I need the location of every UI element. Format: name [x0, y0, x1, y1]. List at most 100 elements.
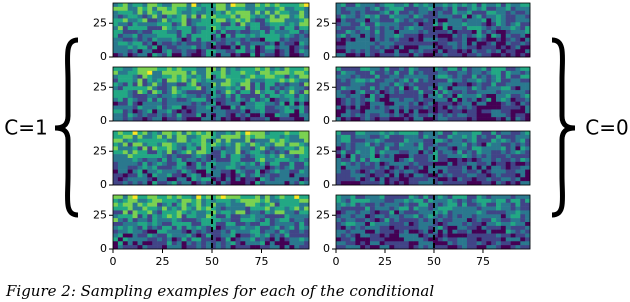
- spectrogram-cell: [423, 94, 428, 98]
- spectrogram-cell: [477, 143, 482, 147]
- spectrogram-cell: [443, 131, 448, 135]
- spectrogram-cell: [196, 230, 201, 234]
- spectrogram-cell: [360, 26, 365, 30]
- spectrogram-cell: [351, 241, 356, 245]
- spectrogram-cell: [294, 42, 299, 46]
- spectrogram-cell: [294, 203, 299, 207]
- spectrogram-cell: [409, 222, 414, 226]
- spectrogram-cell: [428, 22, 433, 26]
- spectrogram-cell: [226, 237, 231, 241]
- spectrogram-cell: [496, 139, 501, 143]
- spectrogram-cell: [142, 170, 147, 174]
- spectrogram-cell: [255, 49, 260, 53]
- spectrogram-cell: [355, 173, 360, 177]
- y-tick-label: 25: [316, 208, 330, 221]
- spectrogram-cell: [482, 113, 487, 117]
- spectrogram-cell: [409, 166, 414, 170]
- spectrogram-cell: [275, 3, 280, 7]
- spectrogram-cell: [285, 166, 290, 170]
- spectrogram-cell: [515, 230, 520, 234]
- spectrogram-cell: [482, 7, 487, 11]
- spectrogram-cell: [491, 7, 496, 11]
- spectrogram-cell: [486, 7, 491, 11]
- spectrogram-cell: [191, 154, 196, 158]
- spectrogram-cell: [370, 135, 375, 139]
- spectrogram-cell: [477, 75, 482, 79]
- spectrogram-cell: [491, 131, 496, 135]
- spectrogram-cell: [128, 199, 133, 203]
- spectrogram-cell: [270, 113, 275, 117]
- spectrogram-cell: [515, 173, 520, 177]
- spectrogram-cell: [201, 94, 206, 98]
- spectrogram-cell: [336, 7, 341, 11]
- spectrogram-cell: [250, 94, 255, 98]
- spectrogram-cell: [418, 234, 423, 238]
- spectrogram-cell: [167, 94, 172, 98]
- spectrogram-cell: [467, 222, 472, 226]
- spectrogram-cell: [236, 131, 241, 135]
- spectrogram-cell: [191, 195, 196, 199]
- spectrogram-cell: [177, 106, 182, 110]
- spectrogram-cell: [365, 203, 370, 207]
- spectrogram-cell: [221, 45, 226, 49]
- spectrogram-cell: [409, 75, 414, 79]
- spectrogram-cell: [128, 98, 133, 102]
- spectrogram-cell: [399, 207, 404, 211]
- spectrogram-cell: [245, 146, 250, 150]
- spectrogram-cell: [289, 158, 294, 162]
- spectrogram-cell: [346, 26, 351, 30]
- spectrogram-cell: [128, 158, 133, 162]
- spectrogram-cell: [182, 106, 187, 110]
- spectrogram-cell: [216, 98, 221, 102]
- spectrogram-cell: [399, 34, 404, 38]
- spectrogram-cell: [236, 67, 241, 71]
- spectrogram-cell: [389, 146, 394, 150]
- spectrogram-cell: [216, 135, 221, 139]
- spectrogram-cell: [182, 7, 187, 11]
- spectrogram-cell: [294, 237, 299, 241]
- spectrogram-cell: [240, 79, 245, 83]
- spectrogram-cell: [162, 146, 167, 150]
- spectrogram-cell: [231, 150, 236, 154]
- spectrogram-cell: [196, 11, 201, 15]
- spectrogram-cell: [506, 146, 511, 150]
- spectrogram-cell: [370, 42, 375, 46]
- spectrogram-cell: [438, 94, 443, 98]
- spectrogram-cell: [206, 75, 211, 79]
- spectrogram-cell: [385, 67, 390, 71]
- spectrogram-cell: [177, 3, 182, 7]
- spectrogram-cell: [443, 210, 448, 214]
- spectrogram-cell: [152, 222, 157, 226]
- spectrogram-cell: [355, 45, 360, 49]
- spectrogram-cell: [443, 113, 448, 117]
- spectrogram-cell: [294, 139, 299, 143]
- spectrogram-cell: [299, 237, 304, 241]
- spectrogram-cell: [221, 75, 226, 79]
- spectrogram-cell: [389, 86, 394, 90]
- spectrogram-cell: [260, 98, 265, 102]
- spectrogram-cell: [245, 234, 250, 238]
- spectrogram-cell: [399, 146, 404, 150]
- spectrogram-cell: [515, 22, 520, 26]
- spectrogram-cell: [452, 49, 457, 53]
- spectrogram-cell: [375, 102, 380, 106]
- spectrogram-cell: [167, 222, 172, 226]
- spectrogram-cell: [423, 67, 428, 71]
- spectrogram-cell: [294, 135, 299, 139]
- spectrogram-cell: [428, 214, 433, 218]
- spectrogram-cell: [467, 15, 472, 19]
- spectrogram-cell: [336, 49, 341, 53]
- spectrogram-cell: [221, 162, 226, 166]
- spectrogram-cell: [351, 15, 356, 19]
- spectrogram-cell: [346, 30, 351, 34]
- spectrogram-cell: [299, 162, 304, 166]
- spectrogram-cell: [226, 207, 231, 211]
- spectrogram-cell: [491, 90, 496, 94]
- spectrogram-cell: [304, 45, 309, 49]
- spectrogram-cell: [404, 34, 409, 38]
- spectrogram-cell: [351, 207, 356, 211]
- spectrogram-cell: [496, 135, 501, 139]
- spectrogram-cell: [501, 150, 506, 154]
- spectrogram-cell: [409, 143, 414, 147]
- spectrogram-cell: [457, 7, 462, 11]
